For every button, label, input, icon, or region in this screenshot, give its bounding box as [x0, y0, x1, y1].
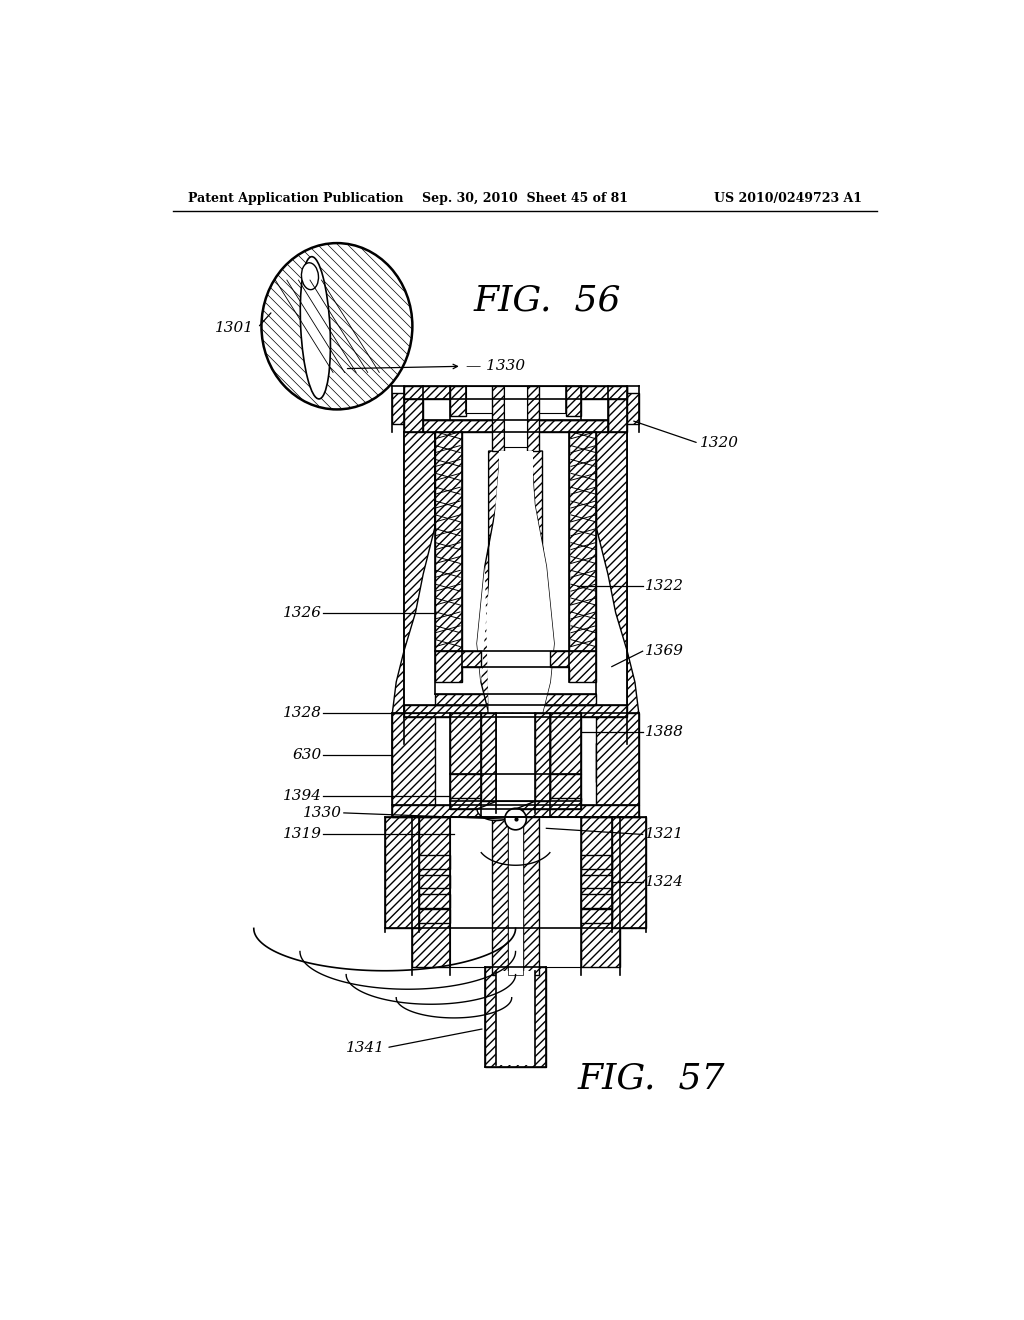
Polygon shape [477, 451, 500, 713]
Text: 1328: 1328 [283, 706, 322, 719]
Polygon shape [435, 432, 462, 651]
Text: 1388: 1388 [645, 725, 684, 739]
Polygon shape [596, 743, 639, 797]
Text: 1321: 1321 [645, 828, 684, 841]
Polygon shape [392, 743, 435, 797]
Polygon shape [596, 432, 639, 743]
Text: 1326: 1326 [283, 606, 322, 619]
Polygon shape [392, 805, 639, 817]
Polygon shape [419, 874, 451, 888]
Polygon shape [481, 713, 550, 775]
Polygon shape [624, 393, 639, 424]
Text: 1322: 1322 [645, 578, 684, 593]
Polygon shape [581, 874, 611, 888]
Polygon shape [423, 399, 608, 420]
Text: 1369: 1369 [645, 644, 684, 659]
Polygon shape [523, 817, 539, 974]
Text: 1301: 1301 [215, 321, 254, 335]
Polygon shape [423, 420, 608, 432]
Polygon shape [581, 817, 620, 966]
Polygon shape [435, 651, 481, 682]
Polygon shape [451, 817, 581, 966]
Polygon shape [451, 385, 466, 416]
Text: 1341: 1341 [346, 1040, 385, 1055]
Ellipse shape [301, 263, 318, 289]
Polygon shape [497, 713, 535, 801]
Polygon shape [493, 385, 504, 451]
Polygon shape [608, 385, 628, 432]
Polygon shape [550, 713, 581, 775]
Polygon shape [419, 894, 451, 908]
Polygon shape [466, 385, 565, 412]
Polygon shape [385, 817, 419, 928]
Polygon shape [499, 451, 532, 651]
Polygon shape [581, 894, 611, 908]
Polygon shape [392, 393, 408, 424]
Polygon shape [550, 651, 596, 682]
Polygon shape [484, 966, 547, 1067]
Text: US 2010/0249723 A1: US 2010/0249723 A1 [714, 191, 862, 205]
Polygon shape [581, 909, 611, 923]
Polygon shape [403, 385, 423, 432]
Polygon shape [419, 909, 451, 923]
Polygon shape [435, 693, 596, 705]
Text: 1320: 1320 [700, 437, 739, 450]
Text: 1330: 1330 [303, 807, 342, 820]
Polygon shape [481, 713, 497, 801]
Text: Sep. 30, 2010  Sheet 45 of 81: Sep. 30, 2010 Sheet 45 of 81 [422, 191, 628, 205]
Text: FIG.  57: FIG. 57 [578, 1061, 725, 1096]
Polygon shape [569, 432, 596, 651]
Polygon shape [451, 775, 481, 801]
Polygon shape [611, 817, 646, 928]
Polygon shape [451, 713, 481, 775]
Ellipse shape [300, 256, 331, 399]
Polygon shape [565, 385, 581, 416]
Polygon shape [504, 385, 527, 447]
Polygon shape [527, 385, 539, 451]
Text: — 1330: — 1330 [466, 359, 524, 374]
Polygon shape [508, 817, 523, 974]
Polygon shape [419, 855, 451, 869]
Polygon shape [581, 855, 611, 869]
Polygon shape [531, 451, 554, 713]
Polygon shape [596, 713, 639, 805]
Polygon shape [392, 713, 435, 805]
Polygon shape [477, 451, 554, 713]
Text: 630: 630 [292, 748, 322, 762]
Text: FIG.  56: FIG. 56 [473, 284, 621, 318]
Polygon shape [493, 817, 508, 974]
Polygon shape [535, 713, 550, 801]
Text: Patent Application Publication: Patent Application Publication [188, 191, 403, 205]
Text: 1394: 1394 [283, 789, 322, 803]
Circle shape [505, 808, 526, 830]
Polygon shape [497, 970, 535, 1065]
Polygon shape [392, 432, 435, 743]
Polygon shape [403, 705, 628, 717]
Polygon shape [477, 801, 535, 821]
Polygon shape [261, 243, 413, 409]
Text: 1319: 1319 [283, 828, 322, 841]
Polygon shape [412, 817, 451, 966]
Text: 1324: 1324 [645, 875, 684, 890]
Polygon shape [403, 385, 628, 399]
Polygon shape [451, 797, 581, 809]
Polygon shape [550, 775, 581, 801]
